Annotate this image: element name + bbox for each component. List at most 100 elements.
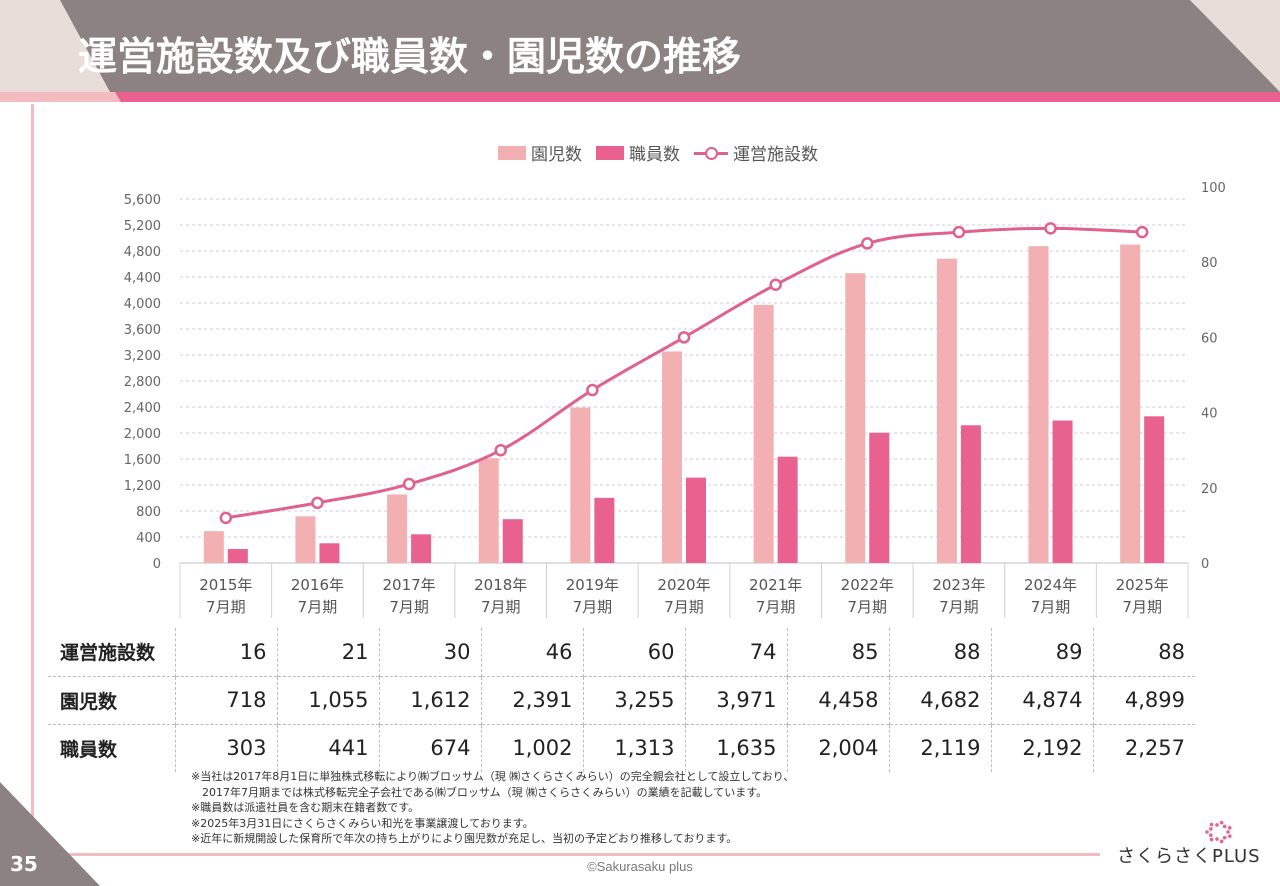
logo-dot (1219, 820, 1224, 825)
footnote: ※2025年3月31日にさくらさくみらい和光を事業譲渡しております。 (191, 816, 534, 830)
legend-swatch-children (498, 145, 526, 160)
x-tick-label-period: 7月期 (481, 598, 521, 616)
table-cell: 21 (276, 628, 379, 676)
combo-chart: 04008001,2001,6002,0002,4002,8003,2003,6… (124, 181, 1226, 618)
logo-text: さくらさくPLUS (1117, 846, 1261, 867)
row-header: 職員数 (48, 723, 175, 772)
facilities-point (677, 331, 691, 344)
facilities-point (1135, 225, 1149, 239)
x-tick-label-period: 7月期 (847, 598, 887, 616)
facilities-line-path (225, 226, 1143, 520)
logo-dot (1215, 823, 1219, 827)
legend-label-children: 園児数 (531, 145, 582, 165)
header-banner: 運営施設数及び職員数・園児数の推移 (0, 0, 1280, 104)
table-cell: 441 (276, 723, 379, 772)
left-tick-label: 0 (153, 557, 161, 572)
table-cell: 4,682 (888, 675, 991, 724)
data-table: 運営施設数 16 21 30 46 60 74 85 88 89 88 園児数 718 1,055 1,61… (48, 628, 1195, 772)
legend-label-facilities: 運営施設数 (733, 145, 818, 165)
bar-staff (227, 549, 248, 563)
logo-dot (1205, 830, 1209, 834)
legend-item-children: 園児数 (498, 140, 582, 165)
bar-staff (1052, 420, 1073, 563)
table-cell: 2,192 (990, 723, 1093, 772)
logo-dot (1222, 824, 1227, 829)
logo-dot (1219, 839, 1224, 844)
row-header: 運営施設数 (60, 642, 156, 665)
left-tick-label: 4,400 (124, 271, 161, 286)
x-tick-label-period: 7月期 (298, 598, 338, 616)
left-tick-label: 1,200 (124, 479, 161, 494)
logo-dot (1228, 834, 1232, 838)
x-tick-label-period: 7月期 (389, 598, 429, 616)
table-cell: 2,004 (786, 723, 889, 772)
left-tick-label: 4,000 (124, 297, 161, 312)
left-tick-label: 400 (136, 531, 161, 546)
page-title: 運営施設数及び職員数・園児数の推移 (78, 35, 742, 80)
x-tick-label-period: 7月期 (573, 598, 613, 616)
legend-item-facilities: 運営施設数 (694, 140, 818, 165)
left-tick-label: 800 (136, 505, 161, 520)
table-cell: 1,055 (276, 675, 379, 724)
frame-bottom-line (31, 853, 1100, 856)
footnote: 2017年7月期までは株式移転完全子会社である㈱ブロッサム（現 ㈱さくらさくみら… (191, 785, 768, 799)
bar-staff (594, 497, 615, 563)
logo-dot (1209, 833, 1213, 837)
x-tick-label-year: 2018年 (474, 576, 527, 594)
legend-line-marker-facilities (694, 146, 728, 160)
right-tick-label: 20 (1201, 482, 1218, 497)
table-cell: 674 (378, 723, 481, 772)
bar-staff (502, 519, 523, 563)
footnote: ※近年に新規開設した保育所で年次の持ち上がりにより園児数が充足し、当初の予定どお… (191, 832, 738, 846)
facilities-point (219, 511, 233, 525)
x-tick-label-period: 7月期 (664, 598, 704, 616)
table-cell: 1,635 (684, 723, 787, 772)
footnotes: ※当社は2017年8月1日に単独株式移転により㈱ブロッサム（現 ㈱さくらさくみら… (191, 769, 794, 847)
bar-children (387, 494, 408, 563)
bar-staff (686, 477, 706, 563)
logo-dot (1209, 822, 1214, 827)
left-axis-ticks: 0 400 800 1,200 1,600 2,000 2,400 2,800 3,200 3,6… (124, 193, 161, 572)
bar-staff (411, 534, 432, 563)
logo-dot (1228, 826, 1232, 830)
table-cell: 16 (174, 628, 277, 676)
x-tick-label-year: 2021年 (749, 576, 802, 594)
copyright: ©Sakurasaku plus (587, 859, 693, 874)
table-row: 職員数 303 441 674 1,002 1,313 1,635 2,004 2,119 2,1… (48, 723, 1195, 772)
table-cell: 1,002 (480, 723, 583, 772)
legend-item-staff: 職員数 (596, 140, 680, 165)
left-tick-label: 2,400 (124, 401, 161, 416)
bar-children (478, 458, 499, 563)
table-cell: 303 (174, 723, 277, 772)
bar-children (570, 407, 591, 563)
x-tick-label-year: 2019年 (566, 576, 619, 594)
x-tick-label-year: 2017年 (382, 576, 435, 594)
logo-flower-icon (1205, 820, 1232, 844)
page-number: 35 (10, 852, 38, 876)
table-cell: 3,255 (582, 675, 685, 724)
right-tick-label: 80 (1201, 256, 1218, 271)
bar-children (662, 351, 682, 563)
table-cell: 4,458 (786, 675, 889, 724)
left-tick-label: 2,800 (124, 375, 161, 390)
bars (203, 244, 1165, 563)
left-tick-label: 5,600 (124, 193, 161, 208)
table-cell: 46 (480, 628, 583, 676)
bar-staff (1144, 416, 1165, 563)
table-cell: 2,391 (480, 675, 583, 724)
logo-dot (1226, 830, 1230, 834)
chart-legend: 園児数 職員数 運営施設数 (498, 140, 818, 165)
footnote: ※職員数は派遣社員を含む期末在籍者数です。 (191, 801, 420, 815)
table-cell: 1,612 (378, 675, 481, 724)
left-tick-label: 3,200 (124, 349, 161, 364)
legend-swatch-staff (596, 145, 624, 160)
bar-staff (960, 425, 981, 563)
x-tick-label-period: 7月期 (206, 598, 246, 616)
row-header: 園児数 (48, 675, 175, 724)
facilities-point (402, 477, 416, 491)
facilities-point (769, 278, 782, 292)
page-number-corner (0, 782, 100, 886)
bar-staff (869, 432, 890, 563)
bar-children (1120, 244, 1141, 563)
left-tick-label: 2,000 (124, 427, 161, 442)
